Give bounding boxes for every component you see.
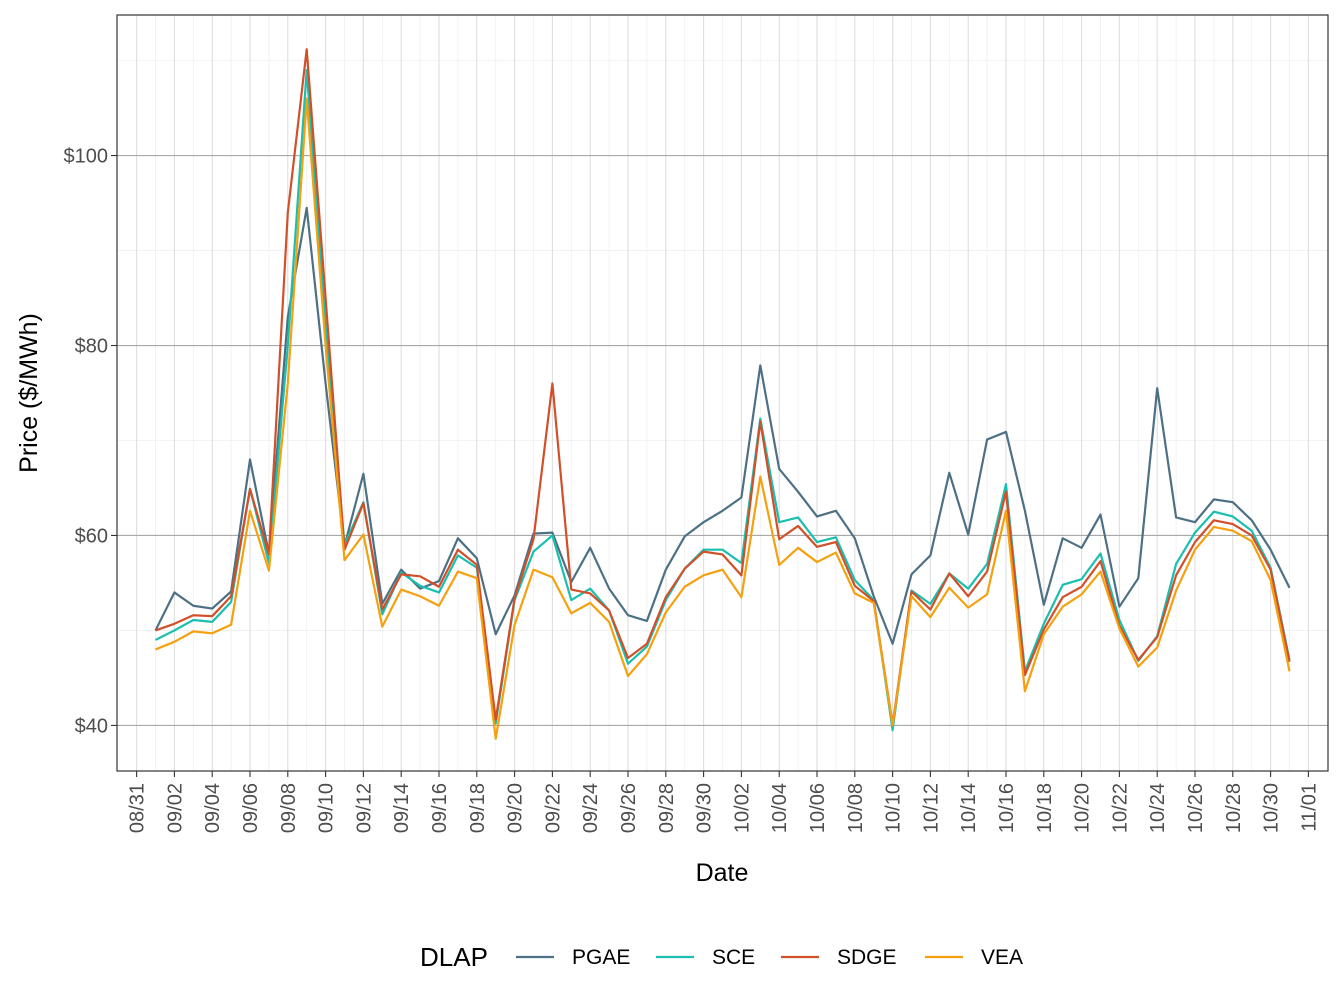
x-axis: 08/31 09/02 09/04 09/06 09/08 09/10 09/12 09/14… <box>127 771 1320 833</box>
x-tick-label: 10/24 <box>1147 783 1169 833</box>
x-tick-label: 09/26 <box>618 783 640 833</box>
y-tick-label: $80 <box>75 336 108 358</box>
series-lines <box>154 48 1291 740</box>
x-tick-label: 10/04 <box>769 783 791 833</box>
x-tick-label: 10/08 <box>845 783 867 833</box>
x-tick-label: 09/28 <box>656 783 678 833</box>
x-tick-label: 09/22 <box>542 783 564 833</box>
x-tick-label: 09/20 <box>505 783 527 833</box>
y-tick-label: $40 <box>75 715 108 737</box>
grid-minor <box>117 15 1328 771</box>
x-tick-label: 09/14 <box>391 783 413 833</box>
x-tick-label: 10/18 <box>1034 783 1056 833</box>
x-tick-label: 10/30 <box>1261 783 1283 833</box>
legend-items: PGAE SCE SDGE VEA <box>516 946 1023 969</box>
x-tick-label: 10/12 <box>920 783 942 833</box>
x-tick-label: 09/06 <box>240 783 262 833</box>
x-tick-label: 10/16 <box>996 783 1018 833</box>
x-tick-label: 10/28 <box>1223 783 1245 833</box>
x-tick-label: 09/12 <box>353 783 375 833</box>
x-tick-label: 09/10 <box>316 783 338 833</box>
x-tick-label: 10/10 <box>883 783 905 833</box>
x-tick-label: 08/31 <box>127 783 149 833</box>
x-tick-label: 09/16 <box>429 783 451 833</box>
legend-label-vea: VEA <box>981 946 1023 969</box>
legend: DLAP PGAE SCE SDGE VEA <box>420 942 1023 972</box>
x-tick-label: 10/26 <box>1185 783 1207 833</box>
x-tick-label: 10/02 <box>731 783 753 833</box>
x-tick-label: 11/01 <box>1298 783 1320 832</box>
y-tick-label: $100 <box>64 146 109 168</box>
legend-label-sce: SCE <box>712 946 755 969</box>
x-tick-label: 10/22 <box>1109 783 1131 833</box>
legend-title: DLAP <box>420 942 488 972</box>
x-tick-label: 10/20 <box>1072 783 1094 833</box>
series-line-vea <box>155 97 1291 740</box>
x-tick-label: 09/18 <box>467 783 489 833</box>
plot-border <box>116 14 1329 772</box>
x-tick-label: 09/08 <box>278 783 300 833</box>
x-tick-label: 09/24 <box>580 783 602 833</box>
y-axis: $40 $60 $80 $100 <box>64 146 117 737</box>
y-tick-label: $60 <box>75 525 108 547</box>
x-tick-label: 09/02 <box>164 783 186 833</box>
legend-label-pgae: PGAE <box>572 946 630 969</box>
x-tick-label: 09/30 <box>694 783 716 833</box>
x-tick-label: 10/06 <box>807 783 829 833</box>
x-tick-label: 09/04 <box>202 783 224 833</box>
y-axis-title: Price ($/MWh) <box>15 313 43 473</box>
legend-label-sdge: SDGE <box>837 946 897 969</box>
x-tick-label: 10/14 <box>958 783 980 833</box>
x-axis-title: Date <box>696 859 749 887</box>
grid-major <box>117 15 1328 771</box>
